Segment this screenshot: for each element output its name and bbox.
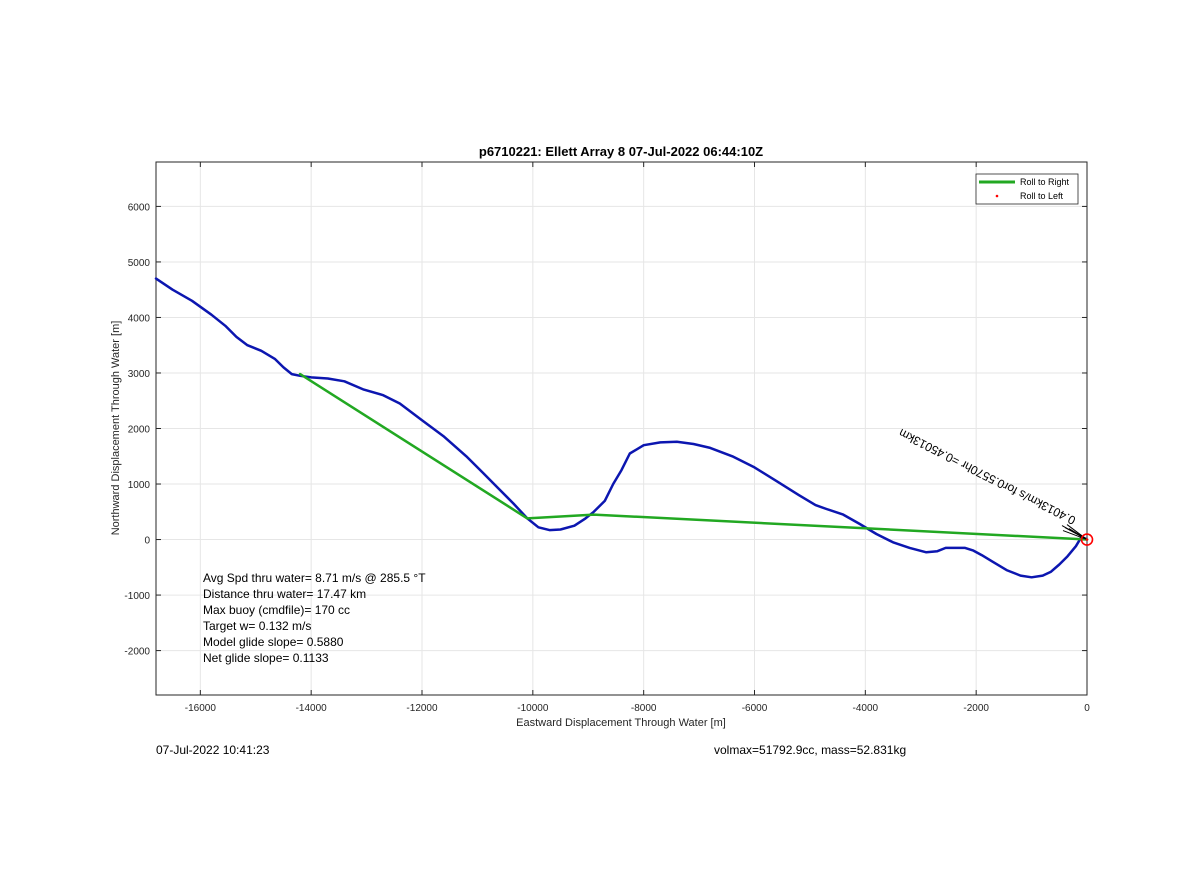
x-tick-label: -8000 — [631, 703, 657, 714]
y-tick-label: 5000 — [128, 258, 151, 269]
x-tick-label: 0 — [1084, 703, 1090, 714]
legend: Roll to Right Roll to Left — [975, 173, 1079, 205]
x-tick-label: -2000 — [963, 703, 989, 714]
x-tick-label: -4000 — [853, 703, 879, 714]
y-tick-label: 3000 — [128, 369, 151, 380]
legend-swatch-roll-left — [995, 194, 999, 198]
legend-label-roll-left: Roll to Left — [1020, 191, 1064, 201]
x-tick-label: -14000 — [296, 703, 328, 714]
y-tick-label: 0 — [144, 536, 150, 547]
annotation-line: Model glide slope= 0.5880 — [203, 635, 344, 649]
y-tick-label: 2000 — [128, 425, 151, 436]
legend-label-roll-right: Roll to Right — [1020, 177, 1070, 187]
annotations: Avg Spd thru water= 8.71 m/s @ 285.5 °T D… — [203, 571, 426, 665]
x-tick-label: -10000 — [517, 703, 549, 714]
y-axis-label: Northward Displacement Through Water [m] — [110, 321, 122, 536]
end-marker-center — [1085, 538, 1089, 541]
annotation-line: Avg Spd thru water= 8.71 m/s @ 285.5 °T — [203, 571, 426, 585]
x-tick-label: -6000 — [742, 703, 768, 714]
end-marker-group — [1061, 524, 1094, 546]
annotation-line: Net glide slope= 0.1133 — [203, 651, 329, 665]
heading-wedge — [1062, 530, 1088, 541]
roll-to-right-line — [298, 372, 1089, 541]
annotation-line: Distance thru water= 17.47 km — [203, 587, 366, 601]
footer-timestamp: 07-Jul-2022 10:41:23 — [156, 743, 270, 757]
y-axis: -2000 -1000 0 1000 2000 3000 4000 5000 6000 — [124, 202, 1087, 658]
chart-title: p6710221: Ellett Array 8 07-Jul-2022 06:… — [479, 144, 763, 159]
y-tick-label: -1000 — [124, 591, 150, 602]
footer-volmax: volmax=51792.9cc, mass=52.831kg — [714, 743, 907, 757]
y-tick-label: 1000 — [128, 480, 151, 491]
y-tick-label: 6000 — [128, 202, 151, 213]
annotation-line: Max buoy (cmdfile)= 170 cc — [203, 603, 350, 617]
legend-box — [975, 173, 1079, 205]
series-group — [154, 277, 1089, 579]
x-axis: -16000 -14000 -12000 -10000 -8000 -6000 -4000 -… — [185, 162, 1090, 714]
y-tick-label: -2000 — [124, 647, 150, 658]
x-tick-label: -16000 — [185, 703, 217, 714]
annotation-line: Target w= 0.132 m/s — [203, 619, 311, 633]
y-tick-label: 4000 — [128, 313, 151, 324]
end-marker — [1080, 533, 1094, 546]
x-tick-label: -12000 — [406, 703, 438, 714]
x-axis-label: Eastward Displacement Through Water [m] — [516, 717, 726, 729]
